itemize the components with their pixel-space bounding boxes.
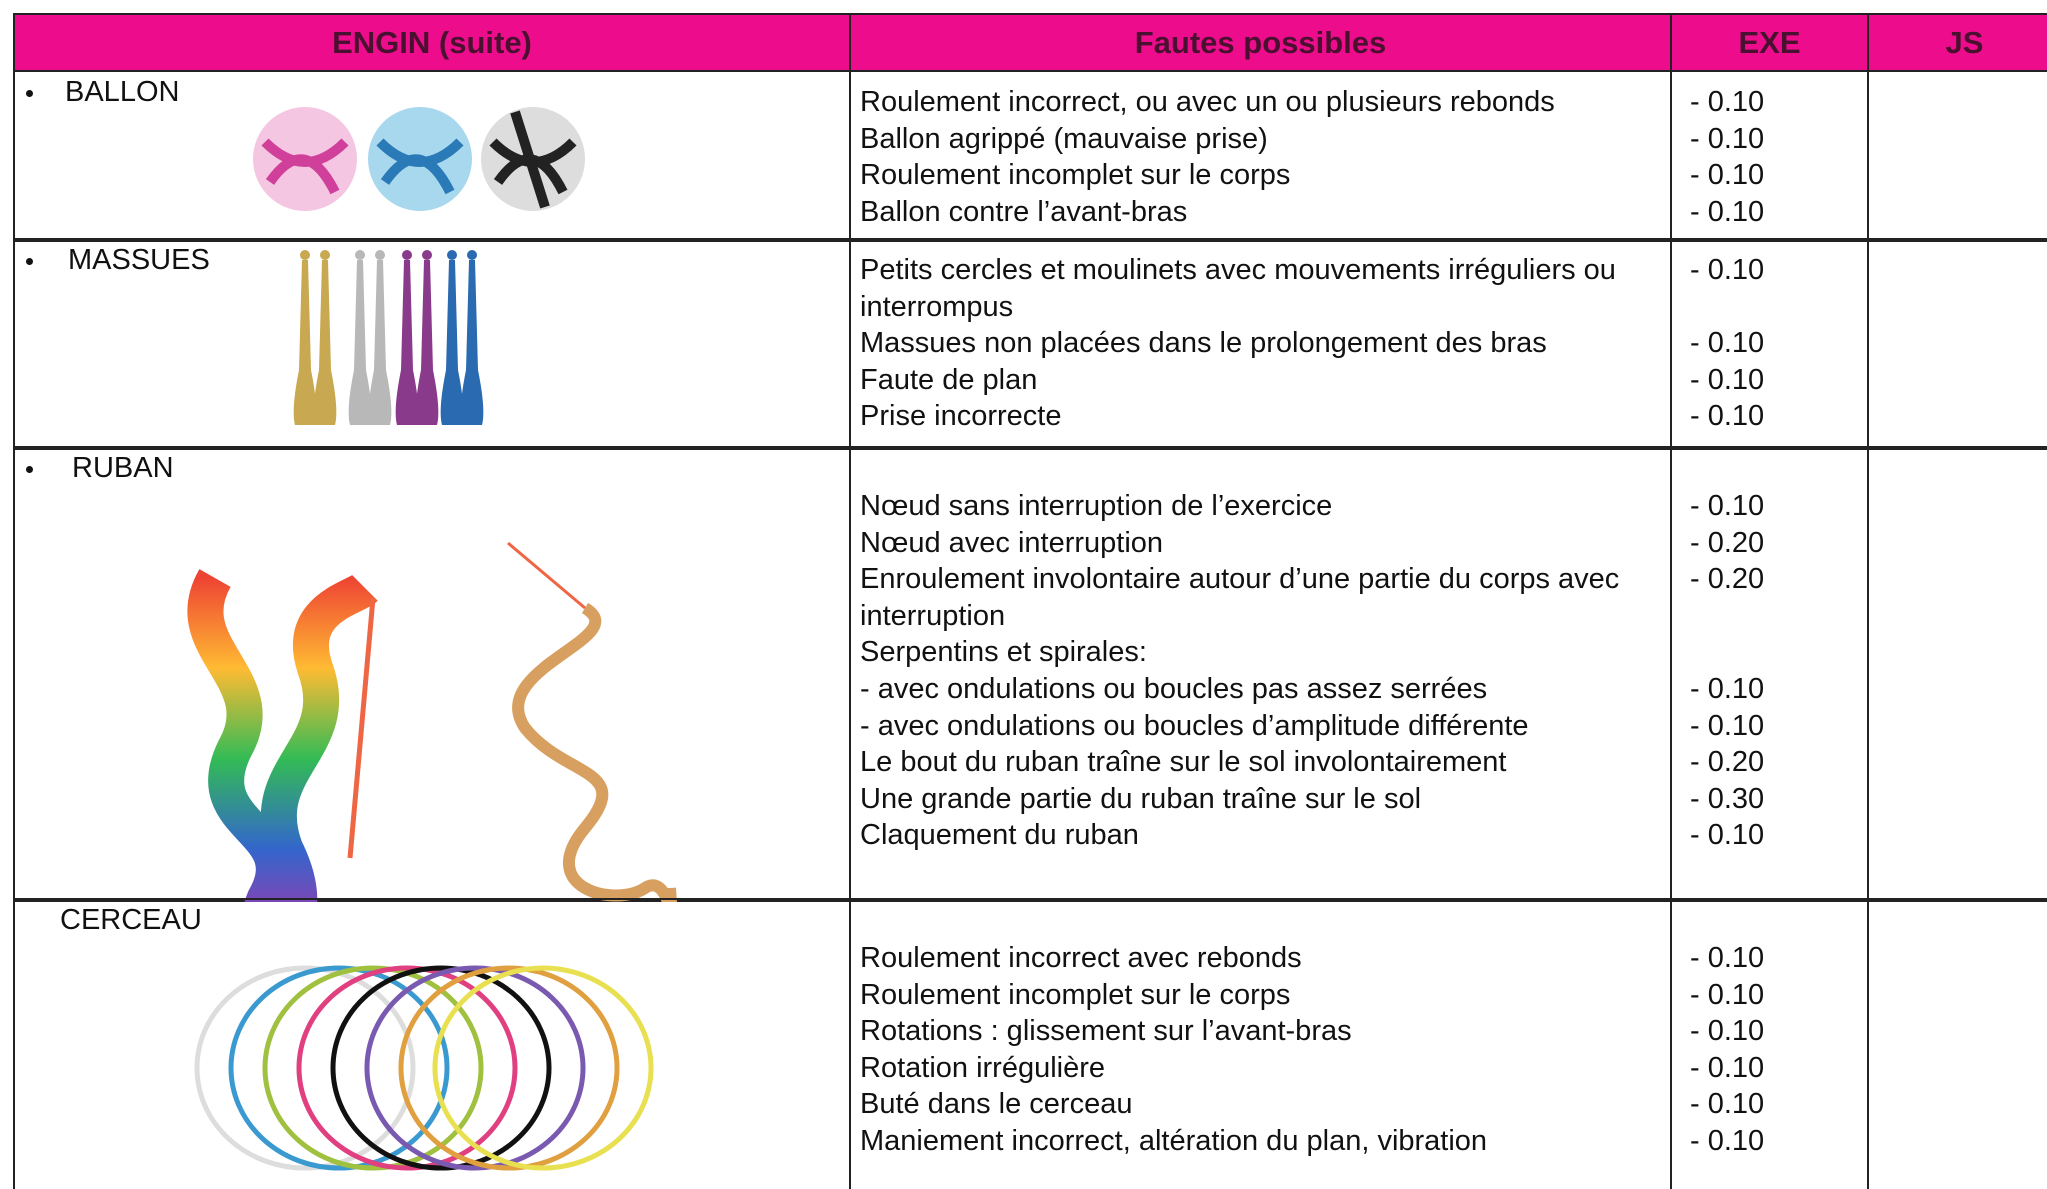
bullet: [26, 246, 36, 256]
faults-list: Roulement incorrect, ou avec un ou plusi…: [860, 84, 1867, 230]
cell-border: [1867, 70, 2047, 242]
header-cell: Fautes possibles: [849, 13, 1672, 72]
exe-value: - 0.10: [1670, 1050, 1867, 1087]
fault-text: Nœud sans interruption de l’exercice: [860, 488, 1670, 525]
exe-value: - 0.10: [1670, 252, 1867, 325]
exe-value: - 0.10: [1670, 157, 1867, 194]
fault-text: Faute de plan: [860, 362, 1670, 399]
bullet: [26, 78, 36, 88]
exe-value: - 0.10: [1670, 940, 1867, 977]
cell-border: [1867, 446, 2047, 902]
exe-value: - 0.10: [1670, 708, 1867, 745]
faults-list: Petits cercles et moulinets avec mouveme…: [860, 252, 1867, 435]
header-cell: EXE: [1670, 13, 1869, 72]
fault-text: Une grande partie du ruban traîne sur le…: [860, 781, 1670, 818]
faults-list: Nœud sans interruption de l’exercice- 0.…: [860, 488, 1867, 854]
cell-border: [1867, 898, 2047, 1189]
exe-value: - 0.10: [1670, 84, 1867, 121]
fault-text: Le bout du ruban traîne sur le sol invol…: [860, 744, 1670, 781]
fault-text: Serpentins et spirales:: [860, 634, 1670, 671]
engin-label: MASSUES: [68, 244, 210, 277]
fault-text: Roulement incorrect avec rebonds: [860, 940, 1670, 977]
header-cell: JS: [1867, 13, 2047, 72]
fault-text: Buté dans le cerceau: [860, 1086, 1670, 1123]
fault-text: Roulement incomplet sur le corps: [860, 157, 1670, 194]
exe-value: - 0.10: [1670, 325, 1867, 362]
fault-text: Prise incorrecte: [860, 398, 1670, 435]
exe-value: - 0.20: [1670, 525, 1867, 562]
exe-value: - 0.30: [1670, 781, 1867, 818]
exe-value: - 0.20: [1670, 744, 1867, 781]
fault-text: Rotations : glissement sur l’avant-bras: [860, 1013, 1670, 1050]
fault-text: - avec ondulations ou boucles pas assez …: [860, 671, 1670, 708]
engin-label: BALLON: [65, 76, 179, 109]
fault-text: Enroulement involontaire autour d’une pa…: [860, 561, 1670, 634]
exe-value: - 0.10: [1670, 1086, 1867, 1123]
fault-text: Ballon contre l’avant-bras: [860, 194, 1670, 231]
exe-value: - 0.10: [1670, 398, 1867, 435]
fault-text: Maniement incorrect, altération du plan,…: [860, 1123, 1670, 1160]
exe-value: - 0.10: [1670, 194, 1867, 231]
engin-image: [15, 448, 835, 902]
fault-text: Roulement incomplet sur le corps: [860, 977, 1670, 1014]
fault-text: Petits cercles et moulinets avec mouveme…: [860, 252, 1670, 325]
exe-value: - 0.10: [1670, 977, 1867, 1014]
engin-image: [15, 900, 835, 1189]
fault-text: Claquement du ruban: [860, 817, 1670, 854]
exe-value: - 0.10: [1670, 362, 1867, 399]
cell-border: [1867, 238, 2047, 450]
exe-value: - 0.10: [1670, 488, 1867, 525]
exe-value: - 0.10: [1670, 817, 1867, 854]
exe-value: - 0.10: [1670, 671, 1867, 708]
fault-text: Massues non placées dans le prolongement…: [860, 325, 1670, 362]
faults-list: Roulement incorrect avec rebonds- 0.10Ro…: [860, 940, 1867, 1160]
bullet: [26, 454, 36, 464]
fault-text: Roulement incorrect, ou avec un ou plusi…: [860, 84, 1670, 121]
fault-text: Nœud avec interruption: [860, 525, 1670, 562]
engin-label: RUBAN: [72, 452, 174, 485]
exe-value: - 0.10: [1670, 1123, 1867, 1160]
exe-value: - 0.10: [1670, 1013, 1867, 1050]
header-cell: ENGIN (suite): [13, 13, 851, 72]
fault-text: Rotation irrégulière: [860, 1050, 1670, 1087]
engin-label: CERCEAU: [60, 904, 202, 937]
exe-value: - 0.10: [1670, 121, 1867, 158]
fault-text: Ballon agrippé (mauvaise prise): [860, 121, 1670, 158]
exe-empty: [1670, 634, 1867, 671]
exe-value: - 0.20: [1670, 561, 1867, 634]
fault-text: - avec ondulations ou boucles d’amplitud…: [860, 708, 1670, 745]
